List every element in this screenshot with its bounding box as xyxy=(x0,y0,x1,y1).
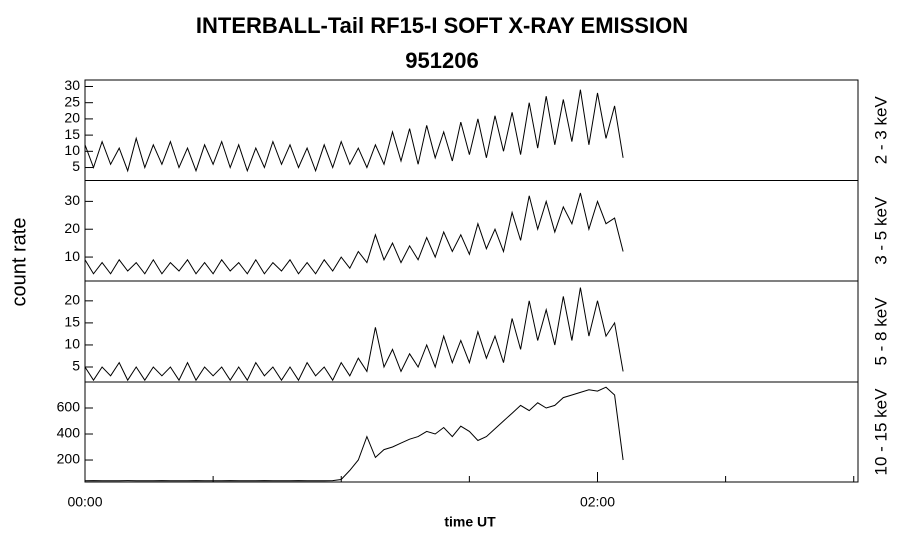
data-line xyxy=(84,89,624,173)
y-tick-label: 200 xyxy=(57,451,81,467)
y-tick-label: 10 xyxy=(64,336,80,352)
data-line xyxy=(84,287,624,382)
y-tick-label: 5 xyxy=(72,358,80,374)
y-axis-label: count rate xyxy=(8,218,30,307)
y-tick-label: 25 xyxy=(64,93,80,109)
y-tick-label: 30 xyxy=(64,77,80,93)
y-tick-label: 15 xyxy=(64,314,80,330)
data-line xyxy=(84,386,624,482)
y-tick-label: 20 xyxy=(64,220,80,236)
y-tick-label: 600 xyxy=(57,399,81,415)
x-tick-label: 00:00 xyxy=(67,494,102,510)
data-line xyxy=(84,192,624,275)
panel-frame xyxy=(84,79,859,181)
x-axis-label: time UT xyxy=(444,514,496,530)
channel-label: 5 - 8 keV xyxy=(871,297,890,366)
channel-label: 3 - 5 keV xyxy=(871,196,890,265)
y-tick-label: 20 xyxy=(64,292,80,308)
x-tick-label: 02:00 xyxy=(580,494,615,510)
y-tick-label: 10 xyxy=(64,248,80,264)
y-tick-label: 10 xyxy=(64,142,80,158)
panel-frame xyxy=(84,280,859,383)
chart-subtitle: 951206 xyxy=(405,48,478,73)
y-tick-label: 20 xyxy=(64,110,80,126)
y-tick-label: 400 xyxy=(57,425,81,441)
panel-frame xyxy=(84,381,859,483)
channel-label: 2 - 3 keV xyxy=(871,96,890,165)
chart-title: INTERBALL-Tail RF15-I SOFT X-RAY EMISSIO… xyxy=(196,13,688,38)
panel-frame xyxy=(84,180,859,282)
y-tick-label: 15 xyxy=(64,126,80,142)
y-tick-label: 30 xyxy=(64,192,80,208)
y-tick-label: 5 xyxy=(72,158,80,174)
channel-label: 10 - 15 keV xyxy=(871,388,890,476)
